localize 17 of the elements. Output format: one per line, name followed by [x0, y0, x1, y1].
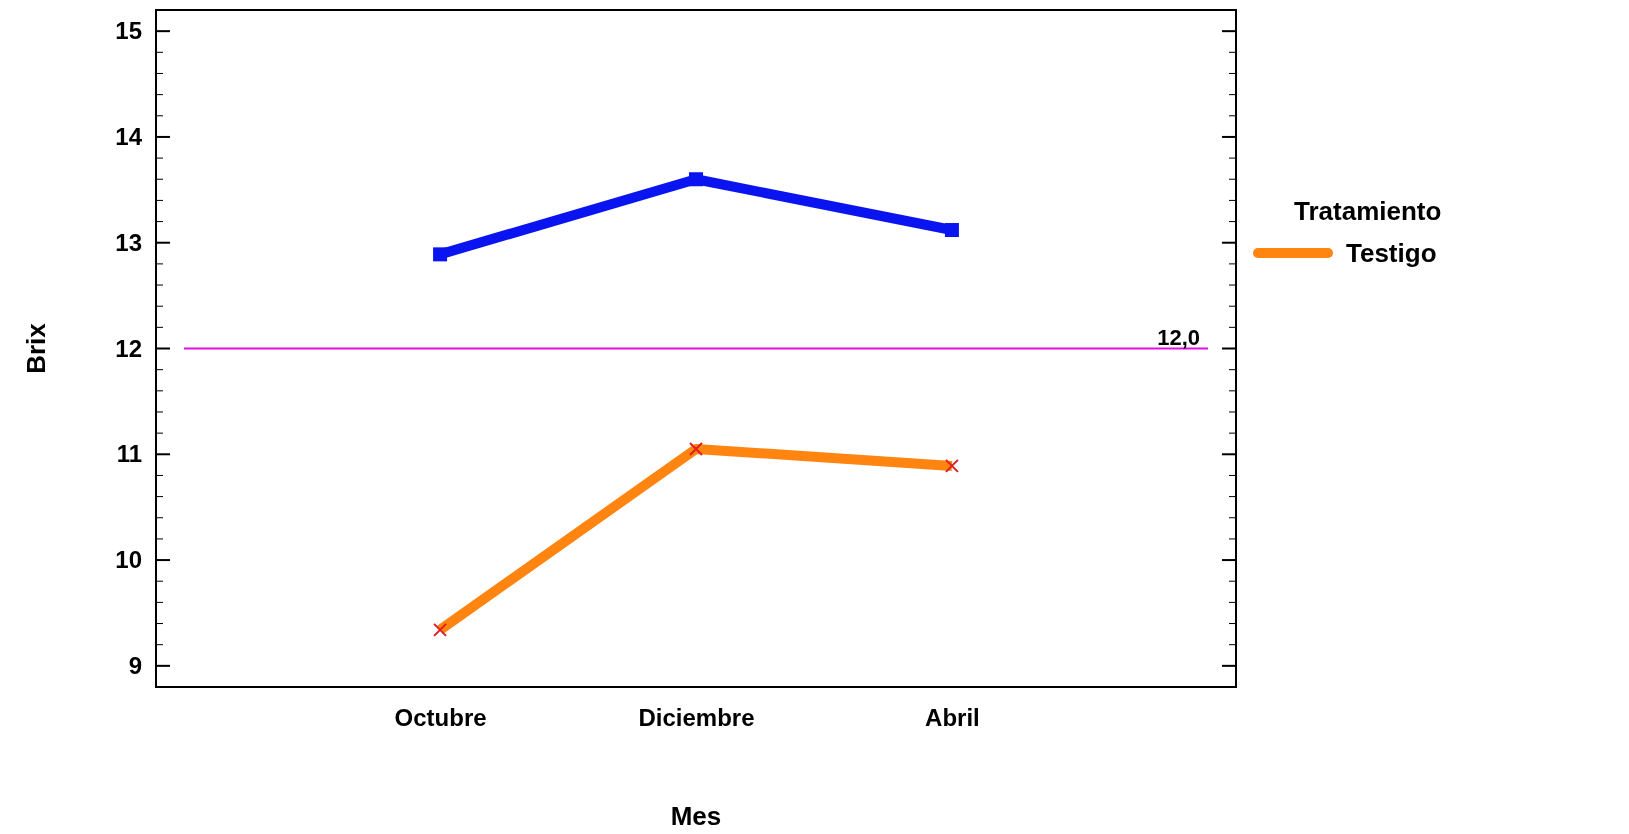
legend-label: Testigo [1346, 238, 1437, 268]
y-tick-label: 12 [115, 334, 142, 362]
y-axis-title: Brix [21, 322, 51, 374]
y-tick-label: 11 [116, 440, 142, 468]
ref-line-label: 12,0 [1157, 324, 1200, 350]
y-tick-label: 13 [115, 228, 142, 256]
y-tick-label: 15 [115, 17, 142, 45]
x-tick-label: Diciembre [638, 704, 755, 732]
y-tick-label: 14 [115, 123, 143, 151]
y-tick-label: 10 [115, 546, 142, 574]
x-axis-title: Mes [670, 801, 722, 831]
point [944, 223, 959, 238]
y-tick-label: 9 [128, 652, 142, 680]
x-tick-label: Octubre [394, 704, 487, 732]
point [433, 247, 448, 262]
legend-title: Tratamiento [1294, 196, 1442, 226]
x-tick-label: Abril [925, 704, 980, 732]
